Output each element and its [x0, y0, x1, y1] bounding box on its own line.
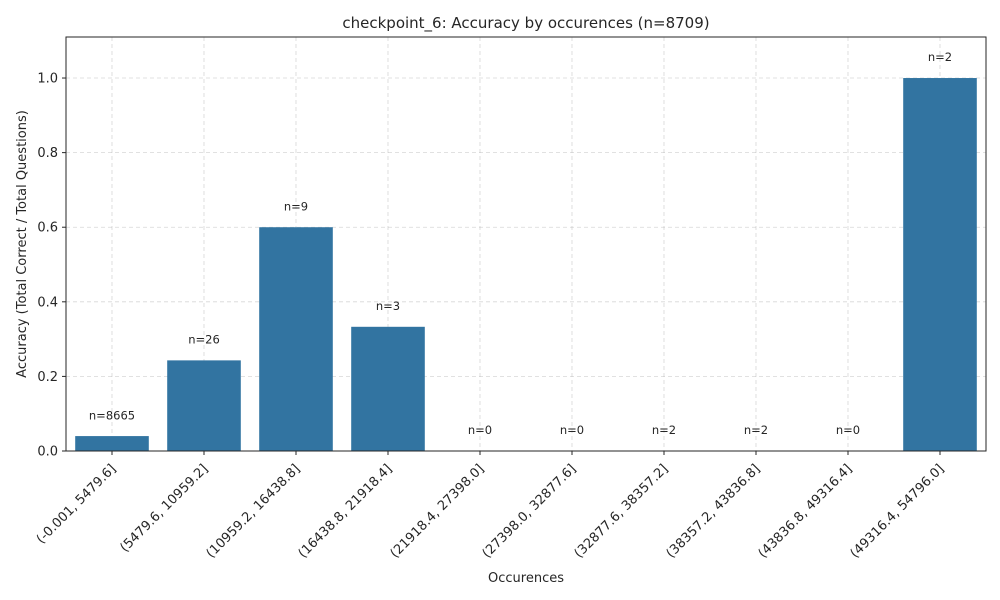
bar-annotations: n=8665 n=26 n=9 n=3 n=0 n=0 n=2 n=2 n=0 n=2	[89, 50, 952, 437]
x-tick-label: (5479.6, 10959.2]	[117, 462, 211, 556]
x-tick-label: (32877.6, 38357.2]	[572, 462, 672, 562]
bar-count-label: n=8665	[89, 408, 135, 422]
bar-count-label: n=2	[744, 423, 768, 437]
y-tick-label: 0.4	[37, 295, 58, 310]
bar-count-label: n=3	[376, 299, 400, 313]
bar	[167, 360, 241, 451]
bar	[259, 227, 333, 451]
y-tick-label: 0.2	[37, 370, 58, 385]
bar	[75, 436, 149, 451]
bar-count-label: n=26	[188, 333, 220, 347]
y-tick-label: 0.6	[37, 221, 58, 236]
y-axis-title: Accuracy (Total Correct / Total Question…	[15, 110, 30, 378]
x-tick-label: (16438.8, 21918.4]	[296, 462, 396, 562]
x-tick-label: (10959.2, 16438.8]	[204, 462, 304, 562]
plot-frame	[65, 36, 987, 452]
bar-count-label: n=0	[468, 423, 492, 437]
bar-count-label: n=9	[284, 199, 308, 213]
bar-count-label: n=2	[928, 50, 952, 64]
bars	[75, 78, 977, 451]
y-tick-label: 0.8	[37, 146, 58, 161]
x-axis-title: Occurences	[488, 571, 564, 586]
y-tick-label: 1.0	[37, 72, 58, 87]
x-tick-label: (-0.001, 5479.6]	[34, 462, 119, 547]
x-tick-label: (49316.4, 54796.0]	[848, 462, 948, 562]
x-tick-label: (38357.2, 43836.8]	[664, 462, 764, 562]
axis-ticks: 0.0 0.2 0.4 0.6 0.8 1.0 (-0.001, 5479.6](5479.…	[34, 72, 947, 562]
bar	[351, 326, 425, 451]
bar	[903, 78, 977, 451]
chart-title: checkpoint_6: Accuracy by occurences (n=…	[342, 14, 709, 33]
bar-count-label: n=2	[652, 423, 676, 437]
x-tick-label: (21918.4, 27398.0]	[388, 462, 488, 562]
x-tick-label: (27398.0, 32877.6]	[480, 462, 580, 562]
bar-count-label: n=0	[836, 423, 860, 437]
bar-count-label: n=0	[560, 423, 584, 437]
x-tick-label: (43836.8, 49316.4]	[756, 462, 856, 562]
y-tick-label: 0.0	[37, 445, 58, 460]
